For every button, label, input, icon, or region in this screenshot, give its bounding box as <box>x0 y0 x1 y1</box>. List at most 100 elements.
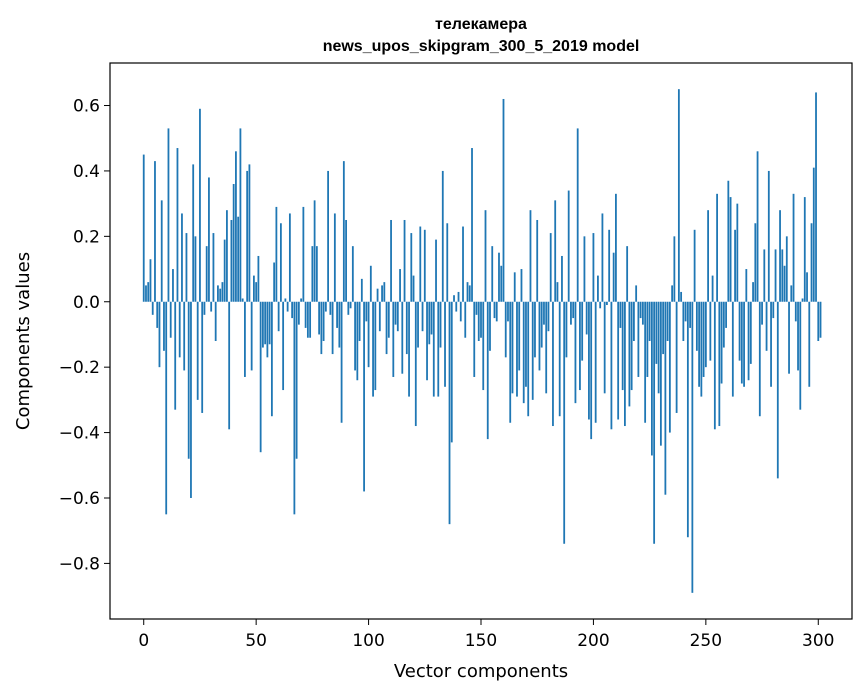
bar <box>327 170 329 302</box>
bar <box>399 269 401 302</box>
bar <box>772 301 775 319</box>
bar <box>628 301 631 407</box>
bar <box>650 301 653 456</box>
bar <box>219 288 222 302</box>
bar <box>727 180 730 302</box>
bar <box>738 301 741 361</box>
x-tick-label: 50 <box>245 631 267 651</box>
bar <box>779 210 781 302</box>
bar <box>486 301 489 440</box>
bar <box>686 301 689 538</box>
bar <box>338 301 341 348</box>
bar <box>673 236 676 302</box>
bar <box>158 301 161 368</box>
bar <box>815 92 817 302</box>
bar <box>507 301 509 322</box>
chart-title: телекамера <box>435 16 527 33</box>
bar <box>599 301 602 309</box>
bar <box>522 301 525 404</box>
bar <box>356 301 359 381</box>
bar <box>183 301 186 371</box>
bar <box>489 301 491 351</box>
bar <box>250 301 253 371</box>
bar <box>619 301 622 328</box>
bar <box>788 301 790 374</box>
bar <box>230 219 233 302</box>
bar <box>790 285 793 302</box>
bar <box>306 301 309 338</box>
bar <box>641 301 644 325</box>
bar <box>199 108 201 302</box>
bar <box>383 282 386 302</box>
bar <box>208 177 210 302</box>
chart-subtitle: news_upos_skipgram_300_5_2019 model <box>323 38 640 55</box>
x-tick-label: 0 <box>138 631 149 651</box>
bar <box>435 239 437 302</box>
bar <box>639 301 642 319</box>
bar <box>237 216 240 302</box>
bar <box>749 301 752 364</box>
bar <box>754 223 757 302</box>
bar <box>579 301 581 391</box>
bar <box>340 301 343 423</box>
bar <box>475 301 478 315</box>
bar <box>644 301 647 423</box>
bar <box>626 246 629 302</box>
bar <box>156 301 159 328</box>
bar <box>637 301 640 377</box>
bar <box>268 301 271 345</box>
bar <box>426 301 428 381</box>
bar <box>668 301 671 433</box>
bar <box>752 282 754 302</box>
bar <box>677 89 680 302</box>
bar <box>421 301 424 332</box>
bar <box>659 301 662 446</box>
bar <box>547 301 550 332</box>
bar <box>576 128 579 302</box>
bar <box>592 233 595 302</box>
x-axis-label: Vector components <box>394 661 568 682</box>
bar <box>603 301 606 394</box>
bar <box>367 301 370 368</box>
y-axis-label: Components values <box>13 252 34 430</box>
bar <box>615 193 617 302</box>
bar <box>169 301 172 338</box>
bar <box>273 262 276 302</box>
bar <box>462 226 464 302</box>
bar <box>722 301 725 348</box>
bar <box>745 269 748 302</box>
bar <box>527 301 530 417</box>
bar <box>806 272 808 302</box>
bar <box>653 301 656 544</box>
bar <box>405 301 408 355</box>
bar <box>554 200 557 302</box>
bar <box>149 259 152 302</box>
bar <box>351 246 354 302</box>
bar <box>244 301 246 377</box>
bar <box>565 301 568 358</box>
bar <box>799 301 802 410</box>
bar <box>655 301 658 364</box>
x-tick-label: 250 <box>690 631 722 651</box>
bar <box>583 236 586 302</box>
bar <box>621 301 624 391</box>
bar <box>313 200 316 302</box>
bar <box>525 301 527 387</box>
bar <box>302 206 305 302</box>
bar <box>414 301 417 427</box>
bar <box>558 301 561 417</box>
bar <box>500 265 503 302</box>
bar <box>740 301 743 384</box>
bar <box>662 301 665 355</box>
bar <box>556 282 559 302</box>
bar <box>264 301 267 345</box>
bar <box>342 161 345 302</box>
bar <box>381 285 383 302</box>
bar <box>731 301 734 397</box>
bar <box>318 301 321 335</box>
bar <box>495 301 498 322</box>
bar <box>262 301 264 348</box>
bar <box>428 301 431 345</box>
bar <box>664 301 667 495</box>
y-tick-label: 0.4 <box>73 162 100 182</box>
